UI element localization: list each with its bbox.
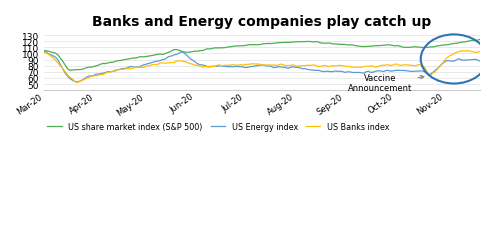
US Banks index	[403, 64, 409, 67]
US Energy index	[74, 81, 80, 84]
US Banks index	[465, 50, 471, 53]
US share market index (S&P 500)	[340, 44, 346, 46]
US share market index (S&P 500)	[112, 61, 118, 64]
Legend: US share market index (S&P 500), US Energy index, US Banks index: US share market index (S&P 500), US Ener…	[44, 119, 393, 135]
Line: US Energy index: US Energy index	[44, 51, 480, 82]
US share market index (S&P 500)	[403, 47, 409, 49]
US share market index (S&P 500)	[67, 70, 73, 72]
US share market index (S&P 500)	[477, 39, 483, 41]
Title: Banks and Energy companies play catch up: Banks and Energy companies play catch up	[92, 15, 432, 29]
US Energy index	[41, 50, 47, 53]
US Energy index	[477, 60, 483, 63]
US Energy index	[340, 71, 346, 74]
US Energy index	[403, 70, 409, 73]
US Energy index	[112, 70, 118, 73]
Text: Vaccine
Announcement: Vaccine Announcement	[348, 74, 424, 93]
US share market index (S&P 500)	[136, 56, 142, 59]
US Energy index	[136, 66, 142, 69]
US Banks index	[138, 67, 144, 70]
US Banks index	[112, 71, 118, 73]
US share market index (S&P 500)	[138, 56, 144, 59]
US Banks index	[340, 65, 346, 68]
US Banks index	[74, 82, 80, 85]
US Banks index	[41, 52, 47, 54]
Line: US Banks index: US Banks index	[44, 52, 480, 83]
US share market index (S&P 500)	[41, 50, 47, 53]
US Banks index	[136, 66, 142, 69]
US Energy index	[138, 65, 144, 68]
US Banks index	[477, 51, 483, 54]
US Energy index	[226, 66, 232, 69]
US share market index (S&P 500)	[226, 46, 232, 49]
US Banks index	[226, 65, 232, 67]
Line: US share market index (S&P 500): US share market index (S&P 500)	[44, 40, 480, 71]
